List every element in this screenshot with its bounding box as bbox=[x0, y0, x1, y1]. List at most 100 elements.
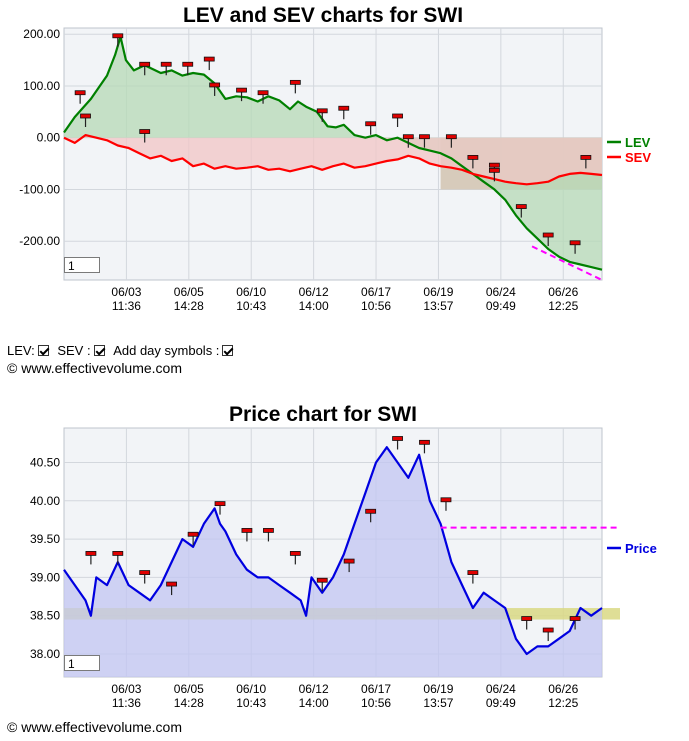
day-symbol-marker bbox=[187, 531, 199, 546]
marker-flag bbox=[182, 61, 194, 67]
x-tick-label: 06/17 10:56 bbox=[361, 682, 391, 710]
sev-checkbox[interactable] bbox=[93, 345, 105, 356]
marker-flag bbox=[209, 82, 221, 88]
day-symbols-toggle[interactable]: Add day symbols : bbox=[113, 342, 236, 359]
lev-sev-range-input[interactable]: 1 bbox=[64, 257, 100, 273]
marker-flag bbox=[203, 56, 215, 62]
x-tick-label: 06/05 14:28 bbox=[174, 285, 204, 313]
day-symbol-marker bbox=[338, 105, 350, 120]
x-tick-label: 06/03 11:36 bbox=[111, 682, 141, 710]
x-tick-date: 06/17 bbox=[361, 285, 391, 299]
marker-flag bbox=[74, 90, 86, 96]
day-symbol-marker bbox=[467, 570, 479, 584]
series-area-lev bbox=[64, 36, 602, 270]
marker-flag bbox=[343, 558, 355, 564]
x-tick-date: 06/12 bbox=[299, 682, 329, 696]
day-symbol-marker bbox=[569, 616, 581, 630]
marker-flag bbox=[392, 113, 403, 119]
day-symbol-marker bbox=[542, 232, 554, 247]
marker-flag bbox=[521, 616, 533, 621]
x-tick-date: 06/05 bbox=[174, 285, 204, 299]
day-symbol-marker bbox=[392, 436, 403, 450]
x-tick-time: 12:25 bbox=[548, 696, 578, 710]
sev-toggle-label: SEV : bbox=[57, 343, 91, 358]
x-tick-label: 06/19 13:57 bbox=[423, 285, 453, 313]
marker-flag bbox=[289, 79, 301, 85]
x-tick-date: 06/26 bbox=[548, 285, 578, 299]
lev-toggle[interactable]: LEV: bbox=[7, 342, 52, 359]
day-symbol-marker bbox=[343, 558, 355, 573]
day-symbol-marker bbox=[139, 129, 151, 143]
x-tick-date: 06/19 bbox=[423, 285, 453, 299]
x-tick-date: 06/12 bbox=[299, 285, 329, 299]
day-symbol-marker bbox=[80, 113, 91, 128]
marker-flag bbox=[263, 528, 274, 533]
sev-toggle[interactable]: SEV : bbox=[57, 342, 107, 359]
x-tick-time: 14:28 bbox=[174, 299, 204, 313]
marker-flag bbox=[236, 87, 247, 93]
legend-label-price: Price bbox=[625, 541, 657, 556]
marker-flag bbox=[569, 240, 581, 246]
x-tick-date: 06/24 bbox=[486, 682, 516, 696]
marker-flag bbox=[467, 154, 479, 160]
legend-label-lev: LEV bbox=[625, 135, 651, 150]
marker-flag bbox=[187, 531, 199, 537]
marker-flag bbox=[569, 616, 581, 621]
x-tick-time: 13:57 bbox=[423, 299, 453, 313]
x-tick-date: 06/03 bbox=[111, 285, 141, 299]
x-tick-label: 06/24 09:49 bbox=[486, 682, 516, 710]
marker-flag bbox=[139, 570, 151, 575]
x-tick-date: 06/05 bbox=[174, 682, 204, 696]
chart-controls: LEV: SEV : Add day symbols : bbox=[7, 342, 238, 359]
day-symbol-marker bbox=[263, 528, 274, 542]
x-tick-label: 06/12 14:00 bbox=[299, 682, 329, 710]
day-symbol-marker bbox=[112, 33, 124, 47]
y-tick-label: 39.00 bbox=[30, 570, 60, 584]
x-tick-label: 06/10 10:43 bbox=[236, 682, 266, 710]
day-symbol-marker bbox=[488, 167, 500, 182]
lev-checkbox[interactable] bbox=[37, 345, 49, 356]
day-symbol-marker bbox=[316, 577, 328, 592]
marker-flag bbox=[402, 134, 414, 140]
x-tick-time: 14:00 bbox=[299, 299, 329, 313]
marker-flag bbox=[166, 581, 178, 587]
day-symbol-marker bbox=[139, 570, 151, 584]
x-tick-label: 06/26 12:25 bbox=[548, 285, 578, 313]
marker-flag bbox=[580, 154, 592, 160]
marker-flag bbox=[85, 551, 97, 556]
day-symbol-marker bbox=[241, 528, 253, 542]
day-symbol-marker bbox=[440, 497, 452, 511]
marker-flag bbox=[289, 551, 301, 556]
x-tick-date: 06/19 bbox=[423, 682, 453, 696]
price-range-input[interactable]: 1 bbox=[64, 655, 100, 671]
marker-flag bbox=[112, 551, 124, 556]
marker-flag bbox=[365, 508, 377, 514]
y-tick-label: 200.00 bbox=[23, 27, 60, 41]
day-symbol-marker bbox=[419, 134, 430, 148]
x-tick-time: 10:43 bbox=[236, 299, 266, 313]
day-symbols-checkbox[interactable] bbox=[222, 345, 234, 356]
marker-flag bbox=[160, 61, 172, 67]
marker-flag bbox=[392, 436, 403, 441]
x-tick-label: 06/12 14:00 bbox=[299, 285, 329, 313]
day-symbol-marker bbox=[515, 204, 527, 218]
x-tick-time: 10:43 bbox=[236, 696, 266, 710]
day-symbol-marker bbox=[257, 90, 269, 104]
x-tick-date: 06/26 bbox=[548, 682, 578, 696]
marker-flag bbox=[467, 570, 479, 575]
marker-flag bbox=[257, 90, 269, 96]
day-symbols-label: Add day symbols : bbox=[113, 343, 220, 358]
marker-flag bbox=[365, 121, 377, 127]
x-tick-time: 14:00 bbox=[299, 696, 329, 710]
x-tick-time: 10:56 bbox=[361, 696, 391, 710]
x-tick-time: 14:28 bbox=[174, 696, 204, 710]
day-symbol-marker bbox=[316, 108, 328, 122]
marker-flag bbox=[488, 167, 500, 173]
x-tick-date: 06/24 bbox=[486, 285, 516, 299]
day-symbol-marker bbox=[112, 551, 124, 565]
copyright-bottom[interactable]: © www.effectivevolume.com bbox=[7, 719, 183, 735]
day-symbol-marker bbox=[214, 501, 226, 515]
copyright-top[interactable]: © www.effectivevolume.com bbox=[7, 360, 183, 376]
series-line-price bbox=[63, 446, 603, 656]
day-symbol-marker bbox=[289, 79, 301, 94]
